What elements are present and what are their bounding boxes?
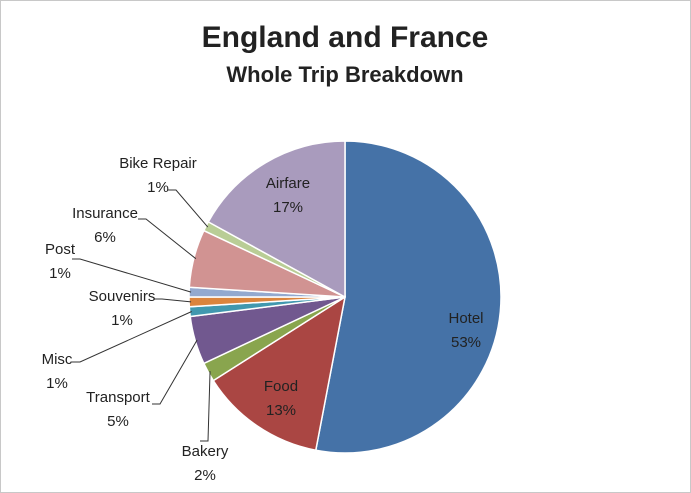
slice-value-label: 6% [94, 229, 116, 246]
leader-line [72, 258, 192, 293]
chart-title: England and France [202, 21, 489, 54]
chart-subtitle: Whole Trip Breakdown [226, 62, 463, 87]
slice-value-label: 1% [111, 312, 133, 329]
leader-line [152, 339, 198, 405]
slice-value-label: 17% [273, 199, 303, 216]
slice-label: Transport [86, 389, 150, 406]
leader-line [168, 189, 209, 228]
slice-label: Bike Repair [119, 155, 197, 172]
slice-label: Airfare [266, 175, 310, 192]
slice-label: Food [264, 378, 298, 395]
slice-value-label: 1% [147, 179, 169, 196]
slice-value-label: 2% [194, 467, 216, 484]
slice-value-label: 5% [107, 413, 129, 430]
slice-value-label: 1% [46, 375, 68, 392]
pie-slice [212, 295, 347, 452]
pie-slice [314, 140, 502, 454]
slice-value-label: 53% [451, 334, 481, 351]
slice-value-label: 13% [266, 402, 296, 419]
slice-label: Insurance [72, 205, 138, 222]
leader-line [200, 371, 211, 442]
slice-label: Bakery [182, 443, 229, 460]
slice-label: Hotel [448, 310, 483, 327]
pie-slice [207, 140, 346, 299]
slice-value-label: 1% [49, 265, 71, 282]
leader-line [72, 311, 192, 363]
slice-label: Souvenirs [89, 288, 156, 305]
slice-label: Post [45, 241, 76, 258]
leader-line [154, 298, 192, 303]
slice-label: Misc [42, 351, 73, 368]
leader-line [138, 218, 197, 260]
